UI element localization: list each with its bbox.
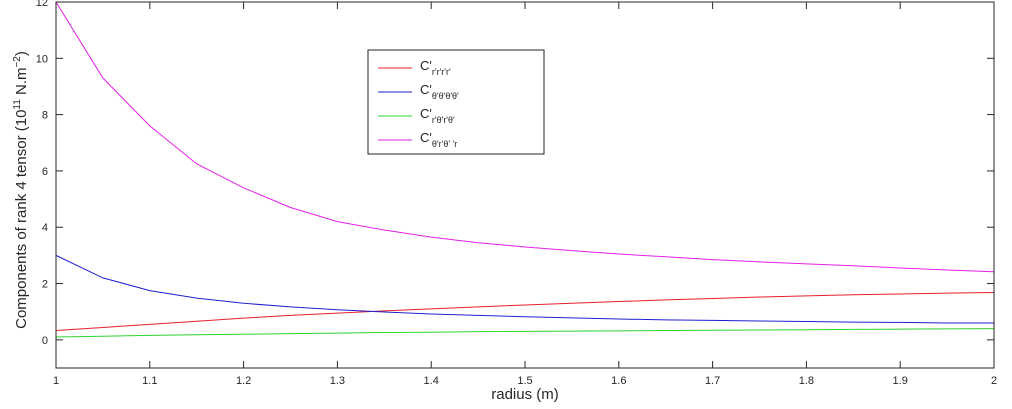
y-axis-label-exponent-1: 11 xyxy=(12,99,23,110)
series-line-4 xyxy=(55,1,995,273)
x-tick-label: 1.5 xyxy=(517,375,532,387)
legend: C'r'r'r'r' C'θ'θ'θ'θ' C'r'θ'r'θ' C'θ'r'θ' '… xyxy=(367,49,545,155)
x-tick-label: 1.8 xyxy=(799,375,814,387)
series-lines xyxy=(55,1,995,338)
x-axis-label: radius (m) xyxy=(491,386,559,403)
y-axis-label-suffix: ) xyxy=(13,51,30,56)
x-tick-label: 1 xyxy=(53,375,59,387)
x-tick-label: 1.6 xyxy=(611,375,626,387)
axis-ticks: 1 1.1 1.2 1.3 1.4 1.5 1.6 1.7 1.8 1.9 2 0 2 4 6 8 10 12 xyxy=(36,0,997,387)
y-axis-label-prefix: Components of rank 4 tensor (10 xyxy=(13,110,30,329)
y-tick-label: 12 xyxy=(36,0,48,9)
legend-entry: C'θ'θ'θ'θ' xyxy=(420,82,459,101)
y-axis-label: Components of rank 4 tensor (1011 N.m−2) xyxy=(12,51,30,329)
x-tick-label: 1.7 xyxy=(705,375,720,387)
series-line-1 xyxy=(55,292,995,332)
x-tick-label: 1.9 xyxy=(893,375,908,387)
y-tick-label: 8 xyxy=(42,110,48,122)
x-tick-label: 2 xyxy=(991,375,997,387)
y-tick-label: 2 xyxy=(42,279,48,291)
legend-entry: C'r'r'r'r' xyxy=(420,58,451,77)
x-tick-label: 1.1 xyxy=(142,375,157,387)
y-tick-label: 10 xyxy=(36,53,48,65)
legend-entry: C'θ'r'θ' 'r xyxy=(420,130,457,149)
y-tick-label: 0 xyxy=(42,335,48,347)
y-tick-label: 4 xyxy=(42,222,48,234)
y-tick-label: 6 xyxy=(42,166,48,178)
legend-entry: C'r'θ'r'θ' xyxy=(420,106,455,125)
y-axis-label-middle: N.m xyxy=(13,68,30,100)
series-line-3 xyxy=(55,328,995,338)
x-tick-label: 1.2 xyxy=(236,375,251,387)
series-line-2 xyxy=(55,254,994,324)
x-tick-label: 1.4 xyxy=(424,375,439,387)
x-tick-label: 1.3 xyxy=(330,375,345,387)
legend-box xyxy=(367,49,545,155)
y-axis-label-exponent-2: −2 xyxy=(12,56,23,68)
